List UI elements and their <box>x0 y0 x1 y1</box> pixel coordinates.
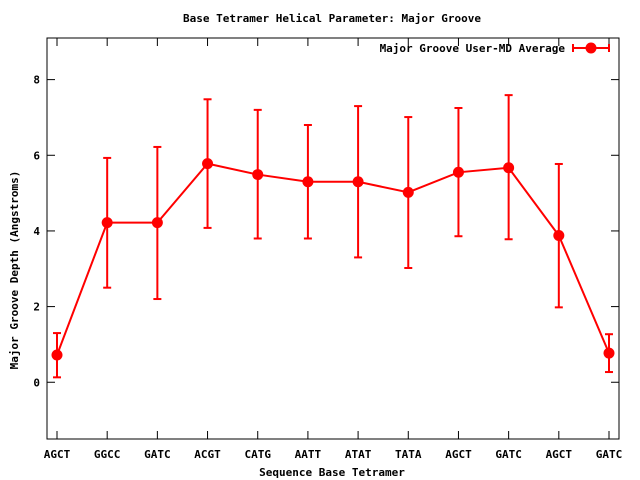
y-tick-label: 0 <box>33 376 40 389</box>
x-axis-label: Sequence Base Tetramer <box>259 466 405 479</box>
data-point <box>503 162 515 174</box>
x-tick-label: CATG <box>244 448 271 461</box>
legend-label: Major Groove User-MD Average <box>380 42 566 55</box>
x-tick-label: GATC <box>495 448 522 461</box>
legend-marker <box>585 42 597 54</box>
data-point <box>302 176 314 188</box>
data-point <box>452 166 464 178</box>
axes: 0 2 4 6 8 AGCT GGCC GATC ACGT CATG AATT ATAT TATA AGC… <box>33 38 622 461</box>
data-point <box>553 229 565 241</box>
series-line <box>56 162 610 356</box>
legend: Major Groove User-MD Average <box>380 42 610 55</box>
data-point <box>202 158 214 170</box>
y-tick-label: 6 <box>33 149 40 162</box>
data-point <box>252 169 264 181</box>
y-tick-label: 4 <box>33 225 40 238</box>
x-tick-label: GGCC <box>94 448 121 461</box>
x-tick-label: ACGT <box>194 448 221 461</box>
x-tick-label: TATA <box>395 448 422 461</box>
series-major-groove <box>51 94 615 379</box>
x-tick-label: AGCT <box>546 448 573 461</box>
chart-title: Base Tetramer Helical Parameter: Major G… <box>183 12 481 25</box>
x-tick-label: AGCT <box>44 448 71 461</box>
x-tick-label: GATC <box>144 448 171 461</box>
x-tick-label: ATAT <box>345 448 372 461</box>
data-point <box>352 176 364 188</box>
data-point <box>101 217 113 229</box>
y-tick-label: 8 <box>33 74 40 87</box>
y-axis-label: Major Groove Depth (Angstroms) <box>8 171 21 370</box>
x-tick-label: GATC <box>596 448 623 461</box>
data-point <box>151 217 163 229</box>
plot-area <box>46 37 620 440</box>
data-point <box>603 347 615 359</box>
x-tick-label: AGCT <box>445 448 472 461</box>
data-point <box>402 186 414 198</box>
data-point <box>51 349 63 361</box>
x-tick-label: AATT <box>295 448 322 461</box>
y-tick-label: 2 <box>33 301 40 314</box>
